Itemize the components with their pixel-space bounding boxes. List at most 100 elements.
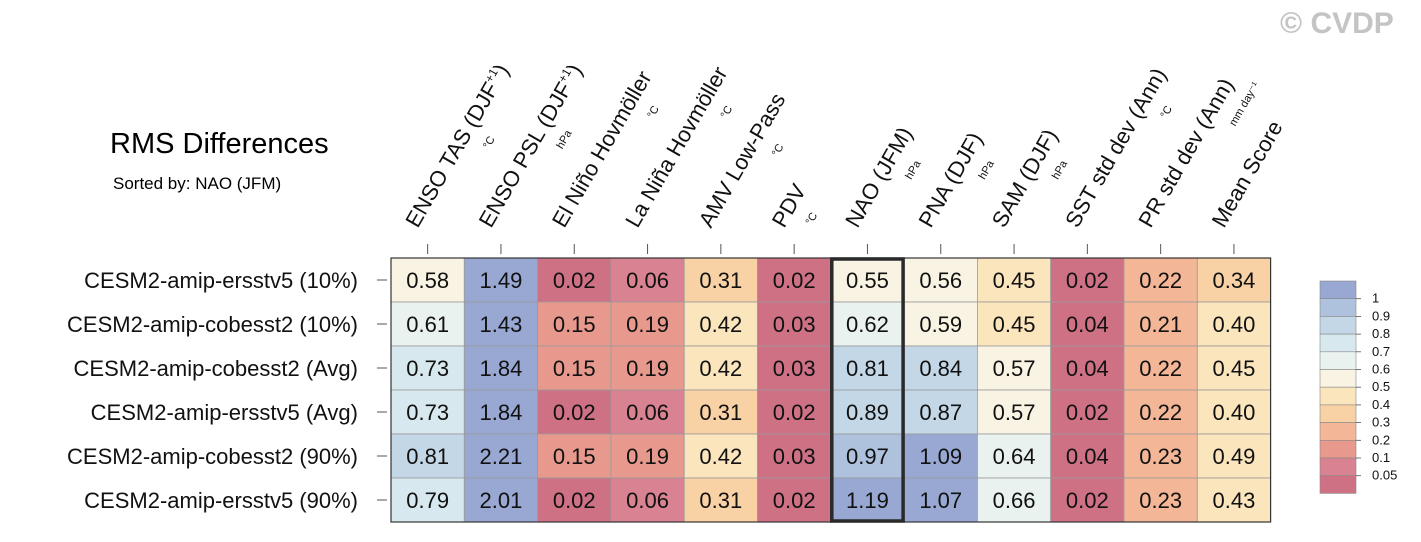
colorbar-swatch (1319, 333, 1357, 353)
cell-value-label: 0.40 (1213, 400, 1256, 425)
cell-value-label: 2.21 (480, 444, 523, 469)
cell-value-label: 0.23 (1139, 444, 1182, 469)
cell-value-label: 0.03 (773, 356, 816, 381)
cell-value-label: 0.40 (1213, 312, 1256, 337)
heatmap-cell (757, 477, 832, 523)
colorbar-label: 0.1 (1372, 450, 1390, 465)
heatmap-cell (830, 477, 905, 523)
cell-value-label: 0.04 (1066, 356, 1109, 381)
row-label: CESM2-amip-ersstv5 (90%) (84, 488, 358, 513)
cell-value-label: 0.06 (626, 400, 669, 425)
heatmap-cell (1196, 345, 1272, 391)
heatmap-cell (610, 345, 685, 391)
column-unit: °C (770, 142, 787, 159)
cell-value-label: 0.61 (406, 312, 449, 337)
cell-value-label: 0.19 (626, 312, 669, 337)
colorbar-label: 0.7 (1372, 344, 1390, 359)
heatmap-cell (463, 389, 538, 435)
colorbar-label: 0.5 (1372, 379, 1390, 394)
row-label: CESM2-amip-ersstv5 (10%) (84, 268, 358, 293)
heatmap-cell (1123, 433, 1198, 479)
cell-value-label: 0.04 (1066, 312, 1109, 337)
cell-value-label: 0.56 (919, 268, 962, 293)
heatmap-cell (683, 389, 758, 435)
heatmap-cell (977, 301, 1052, 347)
heatmap-cell (757, 301, 832, 347)
chart-subtitle: Sorted by: NAO (JFM) (113, 174, 282, 193)
cell-value-label: 1.49 (480, 268, 523, 293)
column-unit: °C (645, 104, 662, 121)
heatmap-cell (830, 389, 905, 435)
cell-value-label: 0.55 (846, 268, 889, 293)
cell-value-label: 0.15 (553, 356, 596, 381)
column-label: PDV (767, 180, 811, 232)
heatmap-cell (1050, 433, 1125, 479)
column-header: SAM (DJF)hPa (987, 125, 1071, 232)
row-label: CESM2-amip-cobesst2 (10%) (67, 312, 358, 337)
cell-value-label: 0.02 (1066, 488, 1109, 513)
cell-value-label: 1.19 (846, 488, 889, 513)
heatmap-cell (757, 345, 832, 391)
column-label: SAM (DJF) (987, 125, 1063, 232)
cell-value-label: 1.09 (919, 444, 962, 469)
cell-value-label: 0.04 (1066, 444, 1109, 469)
row-label: CESM2-amip-cobesst2 (Avg) (74, 356, 358, 381)
cell-value-label: 1.07 (919, 488, 962, 513)
cell-value-label: 0.49 (1213, 444, 1256, 469)
heatmap-cell (683, 301, 758, 347)
cell-value-label: 0.81 (406, 444, 449, 469)
heatmap-cell (610, 477, 685, 523)
cell-value-label: 0.43 (1213, 488, 1256, 513)
cell-value-label: 0.34 (1213, 268, 1256, 293)
colorbar-swatch (1319, 316, 1357, 335)
cell-value-label: 0.87 (919, 400, 962, 425)
colorbar-label: 0.9 (1372, 308, 1390, 323)
cell-value-label: 0.02 (1066, 268, 1109, 293)
cell-value-label: 0.59 (919, 312, 962, 337)
heatmap-cell (1050, 345, 1125, 391)
cell-value-label: 0.42 (699, 356, 742, 381)
cell-value-label: 0.06 (626, 488, 669, 513)
cell-value-label: 0.45 (993, 312, 1036, 337)
cell-value-label: 0.42 (699, 312, 742, 337)
cell-value-label: 0.45 (993, 268, 1036, 293)
column-header: Mean Score (1207, 116, 1288, 231)
column-label: PNA (DJF) (913, 128, 987, 232)
heatmap-cell (977, 345, 1052, 391)
heatmap-cell (903, 477, 978, 523)
cell-value-label: 0.42 (699, 444, 742, 469)
heatmap-cell (463, 257, 538, 303)
colorbar-label: 0.3 (1372, 415, 1390, 430)
heatmap-cell (537, 389, 612, 435)
heatmap-cell (1050, 477, 1125, 523)
cell-value-label: 0.19 (626, 356, 669, 381)
heatmap-cell (390, 345, 465, 391)
colorbar-label: 0.2 (1372, 432, 1390, 447)
cell-value-label: 0.31 (699, 488, 742, 513)
heatmap-cell (757, 433, 832, 479)
colorbar-swatch (1319, 404, 1357, 423)
column-unit: °C (719, 104, 736, 121)
cell-value-label: 0.31 (699, 268, 742, 293)
row-label: CESM2-amip-cobesst2 (90%) (67, 444, 358, 469)
colorbar-label: 0.05 (1372, 468, 1397, 483)
cell-value-label: 0.73 (406, 356, 449, 381)
column-header: ENSO TAS (DJF+1)°C (400, 60, 514, 232)
highlighted-column-frame (830, 257, 905, 523)
cell-value-label: 0.22 (1139, 400, 1182, 425)
heatmap-cell (1123, 301, 1198, 347)
heatmap-cell (683, 477, 758, 523)
cell-value-label: 0.03 (773, 312, 816, 337)
heatmap-cell (830, 301, 905, 347)
colorbar-swatch (1319, 298, 1357, 317)
cell-value-label: 0.89 (846, 400, 889, 425)
cell-value-label: 0.02 (773, 268, 816, 293)
cell-value-label: 0.58 (406, 268, 449, 293)
row-label: CESM2-amip-ersstv5 (Avg) (91, 400, 358, 425)
colorbar-swatch (1319, 351, 1357, 370)
cell-value-label: 0.23 (1139, 488, 1182, 513)
column-header: SST std dev (Ann)°C (1060, 64, 1175, 232)
colorbar-label: 0.8 (1372, 326, 1390, 341)
cell-value-label: 0.02 (773, 400, 816, 425)
